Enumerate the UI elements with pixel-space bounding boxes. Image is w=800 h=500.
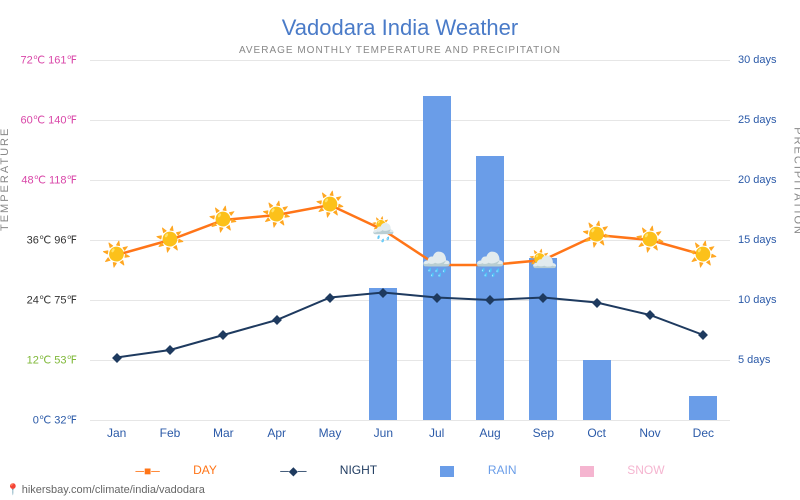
legend-snow: SNOW <box>565 463 680 477</box>
ytick-right: 20 days <box>738 174 777 186</box>
ytick-left: 60℃ 140℉ <box>21 114 77 127</box>
y-axis-right: 5 days10 days15 days20 days25 days30 day… <box>730 60 800 420</box>
y-axis-left: 0℃ 32℉12℃ 53℉24℃ 75℉36℃ 96℉48℃ 118℉60℃ 1… <box>0 60 85 420</box>
xtick-month: May <box>319 426 342 440</box>
chart-title: Vadodara India Weather <box>0 0 800 41</box>
weather-icon: ☀️ <box>582 221 612 250</box>
ytick-right: 5 days <box>738 354 770 366</box>
ytick-left: 24℃ 75℉ <box>27 294 77 307</box>
xtick-month: Mar <box>213 426 234 440</box>
legend: ─■─ DAY ─◆─ NIGHT RAIN SNOW <box>0 463 800 478</box>
xtick-month: Jan <box>107 426 126 440</box>
ytick-left: 12℃ 53℉ <box>27 354 77 367</box>
weather-icon: ☀️ <box>208 206 238 235</box>
ytick-left: 48℃ 118℉ <box>21 174 77 187</box>
xtick-month: Jul <box>429 426 444 440</box>
legend-rain: RAIN <box>425 463 531 477</box>
ytick-right: 10 days <box>738 294 777 306</box>
ytick-left: 72℃ 161℉ <box>21 54 77 67</box>
ytick-right: 25 days <box>738 114 777 126</box>
ytick-left: 36℃ 96℉ <box>27 234 77 247</box>
weather-icon: ☀️ <box>102 241 132 270</box>
xtick-month: Feb <box>160 426 181 440</box>
xtick-month: Dec <box>693 426 714 440</box>
legend-day: ─■─ DAY <box>120 463 231 477</box>
xtick-month: Oct <box>587 426 606 440</box>
weather-icon: ☀️ <box>315 191 345 220</box>
weather-icon: 🌧️ <box>422 251 452 280</box>
ytick-left: 0℃ 32℉ <box>33 414 77 427</box>
xtick-month: Aug <box>479 426 500 440</box>
ytick-right: 30 days <box>738 54 777 66</box>
plot-area: Jan☀️Feb☀️Mar☀️Apr☀️May☀️Jun🌦️Jul🌧️Aug🌧️… <box>90 60 730 420</box>
xtick-month: Sep <box>533 426 554 440</box>
footer-credit: 📍hikersbay.com/climate/india/vadodara <box>6 483 205 496</box>
weather-icon: ☀️ <box>688 241 718 270</box>
xtick-month: Jun <box>374 426 393 440</box>
xtick-month: Apr <box>267 426 286 440</box>
weather-icon: ☀️ <box>262 201 292 230</box>
pin-icon: 📍 <box>6 484 20 496</box>
weather-chart: Vadodara India Weather AVERAGE MONTHLY T… <box>0 0 800 500</box>
line-layer <box>90 60 730 420</box>
legend-night: ─◆─ NIGHT <box>265 463 392 477</box>
weather-icon: ⛅ <box>528 246 558 275</box>
ytick-right: 15 days <box>738 234 777 246</box>
weather-icon: 🌧️ <box>475 251 505 280</box>
weather-icon: ☀️ <box>155 226 185 255</box>
weather-icon: ☀️ <box>635 226 665 255</box>
weather-icon: 🌦️ <box>368 216 398 245</box>
xtick-month: Nov <box>639 426 660 440</box>
chart-subtitle: AVERAGE MONTHLY TEMPERATURE AND PRECIPIT… <box>0 45 800 56</box>
